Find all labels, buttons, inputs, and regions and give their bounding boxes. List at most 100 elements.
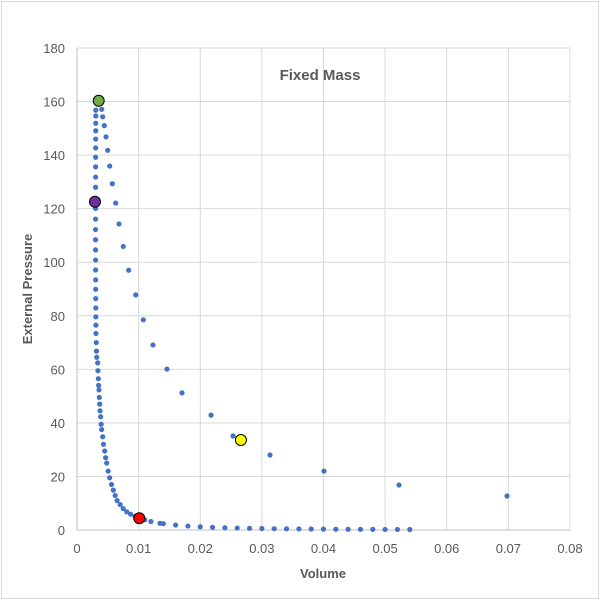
steep-branch-point	[148, 518, 154, 525]
steep-branch-point	[110, 487, 116, 493]
data-points	[88, 94, 510, 533]
yellow-marker	[234, 434, 247, 447]
steep-branch-point	[96, 387, 102, 393]
steep-branch-point	[105, 468, 111, 474]
steep-branch-point	[185, 523, 191, 529]
sparse-branch-point	[107, 163, 113, 169]
steep-branch-point	[97, 408, 103, 414]
sparse-branch-point	[230, 433, 236, 439]
x-tick-label: 0.07	[496, 541, 521, 556]
steep-branch-point	[100, 434, 106, 440]
green-marker	[92, 94, 105, 107]
steep-branch-point	[120, 505, 126, 512]
sparse-branch-point	[126, 267, 132, 273]
steep-branch-point	[108, 481, 115, 488]
y-tick-label: 180	[43, 41, 65, 56]
steep-branch-point	[283, 526, 290, 532]
y-tick-label: 160	[43, 95, 65, 110]
y-tick-label: 80	[51, 309, 65, 324]
steep-branch-point	[308, 526, 314, 532]
sparse-branch-point	[179, 390, 185, 396]
steep-branch-point	[96, 394, 102, 401]
sparse-branch-point	[101, 123, 107, 129]
steep-branch-point	[93, 257, 99, 263]
y-tick-label: 100	[43, 255, 65, 270]
sparse-branch-point	[164, 366, 170, 372]
steep-branch-point	[93, 314, 99, 320]
steep-branch-point	[95, 376, 101, 382]
steep-branch-point	[96, 382, 102, 388]
steep-branch-point	[259, 525, 265, 532]
steep-branch-point	[93, 136, 99, 142]
steep-branch-point	[209, 524, 216, 530]
steep-branch-point	[93, 174, 99, 180]
steep-branch-point	[246, 525, 253, 531]
y-tick-label: 60	[51, 362, 65, 377]
steep-branch-point	[100, 441, 107, 447]
x-tick-label: 0.08	[557, 541, 582, 556]
steep-branch-point	[222, 525, 228, 531]
steep-branch-point	[93, 164, 99, 170]
steep-branch-point	[333, 526, 339, 532]
y-tick-label: 120	[43, 202, 65, 217]
sparse-branch-point	[321, 468, 327, 474]
y-tick-label: 40	[51, 416, 65, 431]
steep-branch-point	[102, 448, 108, 454]
sparse-branch-point	[99, 106, 105, 112]
steep-branch-point	[160, 521, 166, 527]
steep-branch-point	[93, 322, 99, 328]
y-tick-label: 20	[51, 469, 65, 484]
gridlines	[76, 47, 571, 531]
steep-branch-point	[370, 526, 376, 532]
sparse-branch-point	[103, 134, 109, 140]
steep-branch-point	[93, 339, 99, 346]
steep-branch-point	[103, 455, 109, 461]
steep-branch-point	[93, 128, 99, 134]
steep-branch-point	[93, 113, 99, 119]
steep-branch-point	[407, 526, 413, 533]
purple-marker	[88, 195, 101, 208]
steep-branch-point	[197, 524, 203, 530]
y-tick-label: 140	[43, 148, 65, 163]
steep-branch-point	[93, 120, 99, 126]
y-tick-label: 0	[58, 523, 65, 538]
steep-branch-point	[107, 475, 113, 481]
steep-branch-point	[128, 511, 134, 517]
steep-branch-point	[114, 497, 120, 504]
steep-branch-point	[95, 360, 101, 366]
steep-branch-point	[98, 414, 104, 420]
steep-branch-point	[271, 526, 277, 532]
x-tick-label: 0.04	[311, 541, 336, 556]
x-tick-label: 0.01	[126, 541, 151, 556]
steep-branch-point	[345, 526, 351, 532]
steep-branch-point	[97, 401, 103, 407]
steep-branch-point	[173, 522, 179, 528]
steep-branch-point	[93, 348, 100, 354]
sparse-branch-point	[120, 243, 126, 250]
steep-branch-point	[93, 154, 99, 160]
steep-branch-point	[99, 426, 105, 433]
x-tick-label: 0.02	[188, 541, 213, 556]
y-axis-title: External Pressure	[20, 234, 35, 345]
sparse-branch-point	[267, 452, 273, 458]
chart-title: Fixed Mass	[280, 67, 361, 84]
sparse-branch-point	[396, 482, 402, 488]
steep-branch-point	[320, 526, 327, 532]
steep-branch-point	[92, 216, 99, 222]
x-tick-label: 0.06	[434, 541, 459, 556]
steep-branch-point	[93, 107, 99, 113]
steep-branch-point	[357, 526, 364, 532]
sparse-branch-point	[105, 147, 111, 153]
steep-branch-point	[117, 501, 123, 508]
steep-branch-point	[93, 286, 99, 292]
steep-branch-point	[234, 525, 240, 531]
steep-branch-point	[92, 184, 99, 190]
steep-branch-point	[124, 509, 130, 515]
sparse-branch-point	[116, 221, 122, 227]
sparse-branch-point	[113, 200, 119, 206]
sparse-branch-point	[109, 181, 115, 187]
red-marker	[133, 512, 146, 525]
sparse-branch-point	[208, 412, 214, 418]
